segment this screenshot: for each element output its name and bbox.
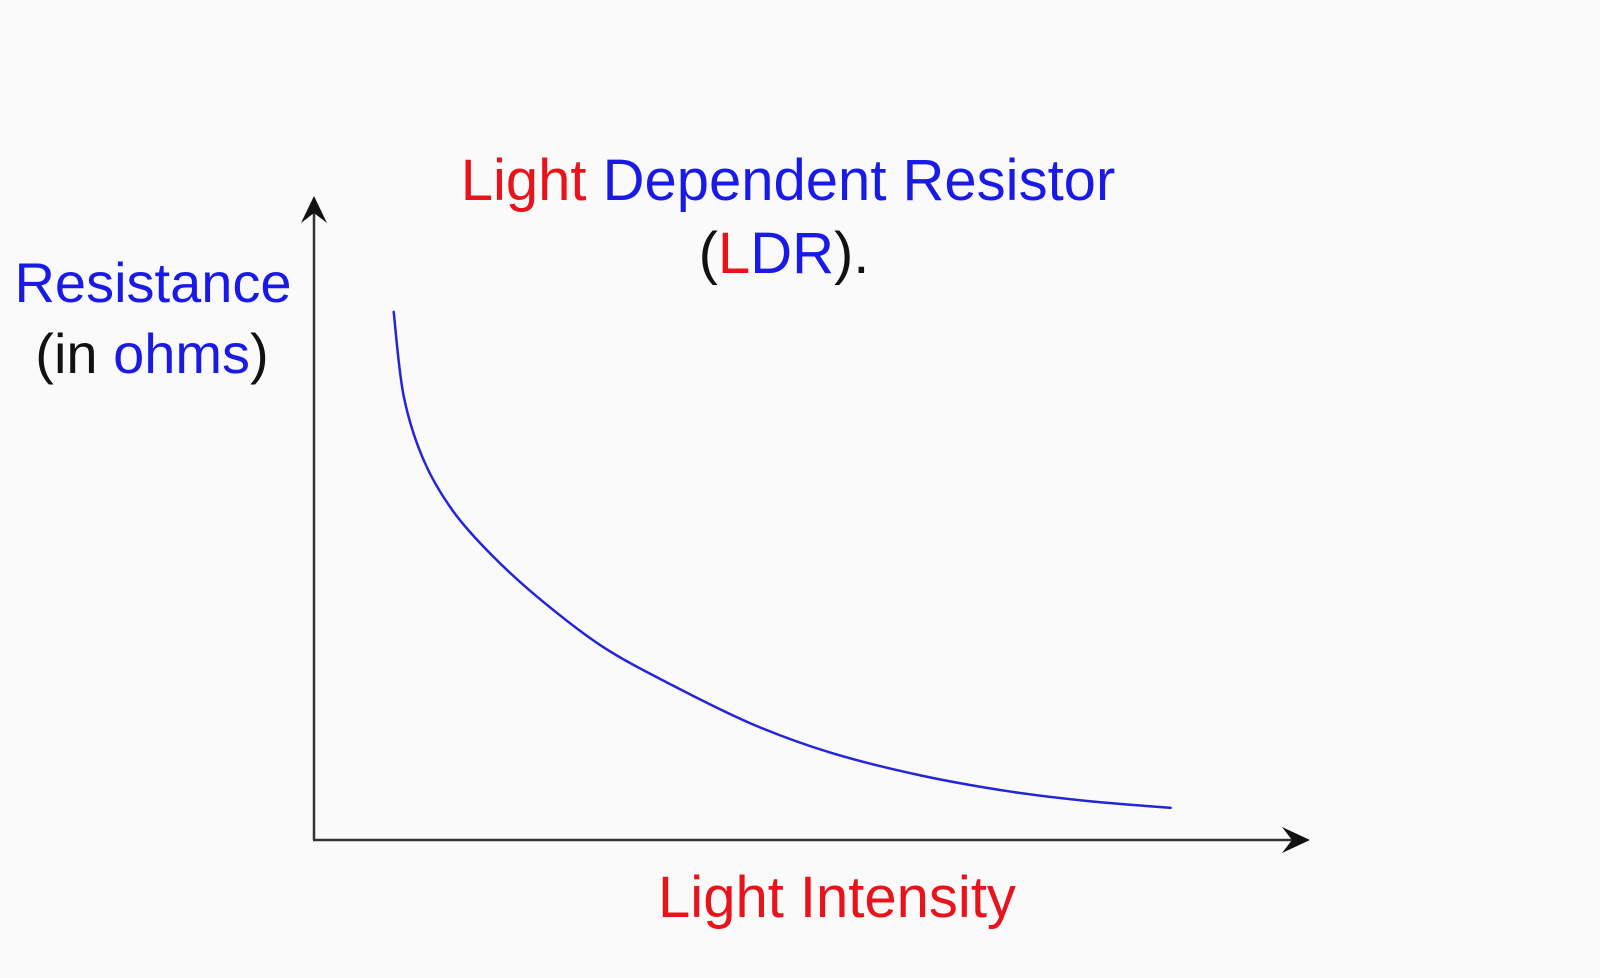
y-axis-label: Resistance <box>14 251 291 314</box>
y-axis-unit-label-part: ohms <box>113 322 250 385</box>
chart-subtitle-part: ). <box>834 221 869 286</box>
y-axis-unit-label-part: ) <box>250 322 269 385</box>
chart-subtitle: (LDR). <box>699 221 870 286</box>
chart-title-part: Light <box>461 148 587 213</box>
y-axis-unit-label: (in ohms) <box>35 322 268 385</box>
y-axis-unit-label-part: (in <box>35 322 113 385</box>
chart-subtitle-part: DR <box>750 221 834 286</box>
chart-title: Light Dependent Resistor <box>461 148 1116 213</box>
chart-subtitle-part: L <box>718 221 750 286</box>
series-layer <box>392 310 1172 810</box>
series-line <box>392 310 1172 810</box>
y-axis-arrow-icon <box>301 196 327 223</box>
x-axis-label: Light Intensity <box>658 865 1016 930</box>
x-axis-arrow-icon <box>1282 827 1310 853</box>
axes <box>301 196 1310 853</box>
chart-title-part: Dependent Resistor <box>587 148 1116 213</box>
chart-subtitle-part: ( <box>699 221 718 286</box>
